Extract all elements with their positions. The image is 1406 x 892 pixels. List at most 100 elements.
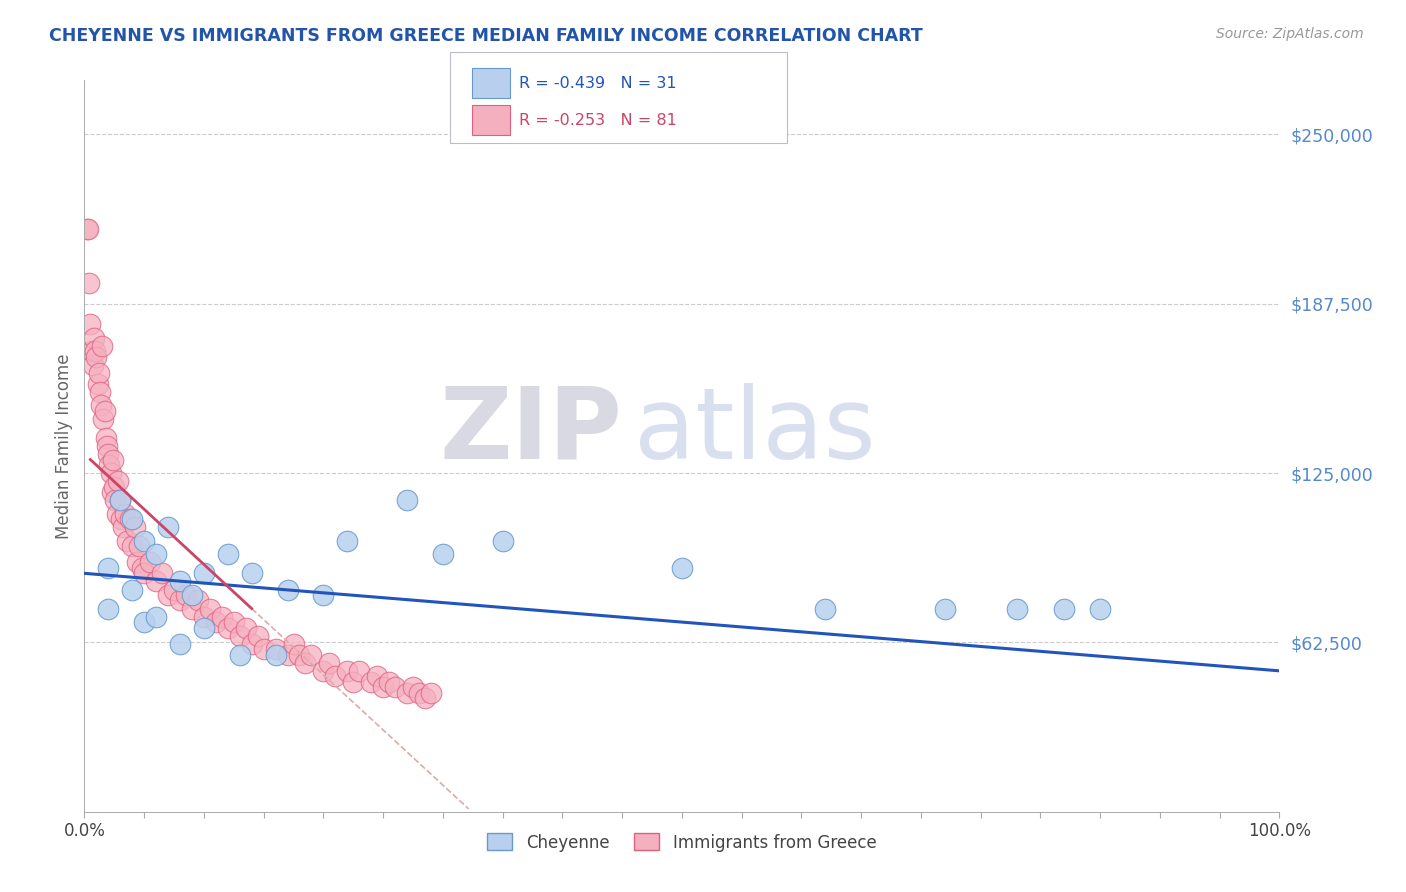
Point — [128, 539, 150, 553]
Point — [492, 533, 515, 548]
Point — [114, 507, 136, 521]
Point — [103, 480, 125, 494]
Point — [198, 601, 221, 615]
Point — [94, 431, 117, 445]
Point — [121, 539, 143, 553]
Point — [193, 566, 215, 581]
Point — [77, 222, 100, 236]
Point — [240, 637, 263, 651]
Point — [360, 674, 382, 689]
Point — [253, 642, 276, 657]
Point — [181, 588, 204, 602]
Point — [107, 474, 129, 488]
Point — [211, 609, 233, 624]
Point — [90, 398, 112, 412]
Point — [157, 588, 180, 602]
Point — [229, 629, 252, 643]
Point — [336, 533, 359, 548]
Point — [336, 664, 359, 678]
Point — [110, 512, 132, 526]
Point — [229, 648, 252, 662]
Point — [325, 669, 347, 683]
Y-axis label: Median Family Income: Median Family Income — [55, 353, 73, 539]
Point — [82, 358, 104, 372]
Point — [84, 344, 107, 359]
Point — [396, 493, 419, 508]
Point — [83, 331, 105, 345]
Point — [402, 680, 425, 694]
Point — [145, 609, 167, 624]
Point — [169, 593, 191, 607]
Point — [413, 690, 436, 705]
Point — [318, 656, 340, 670]
Point — [408, 685, 430, 699]
Point — [174, 588, 197, 602]
Point — [396, 685, 419, 699]
Point — [205, 615, 228, 629]
Point — [139, 556, 162, 570]
Point — [283, 637, 305, 651]
Point — [104, 493, 127, 508]
Point — [117, 533, 139, 548]
Point — [87, 366, 110, 380]
Point — [432, 547, 454, 561]
Point — [420, 685, 443, 699]
Point — [193, 609, 215, 624]
Point — [1090, 601, 1112, 615]
Point — [118, 512, 141, 526]
Point — [110, 493, 132, 508]
Point — [301, 648, 323, 662]
Point — [187, 593, 209, 607]
Point — [145, 574, 167, 589]
Point — [384, 680, 406, 694]
Point — [89, 384, 111, 399]
Point — [80, 344, 103, 359]
Point — [132, 566, 156, 581]
Point — [97, 447, 120, 461]
Point — [934, 601, 956, 615]
Point — [373, 680, 395, 694]
Point — [97, 601, 120, 615]
Text: Source: ZipAtlas.com: Source: ZipAtlas.com — [1216, 27, 1364, 41]
Point — [93, 412, 115, 426]
Point — [235, 620, 257, 634]
Text: R = -0.439   N = 31: R = -0.439 N = 31 — [519, 76, 676, 91]
Point — [96, 439, 118, 453]
Legend: Cheyenne, Immigrants from Greece: Cheyenne, Immigrants from Greece — [481, 827, 883, 858]
Point — [111, 520, 134, 534]
Point — [264, 642, 287, 657]
Point — [217, 620, 239, 634]
Point — [145, 547, 167, 561]
Point — [288, 648, 311, 662]
Point — [125, 556, 148, 570]
Point — [100, 466, 122, 480]
Point — [93, 404, 115, 418]
Point — [349, 664, 371, 678]
Point — [217, 547, 239, 561]
Point — [222, 615, 245, 629]
Point — [1005, 601, 1028, 615]
Point — [101, 485, 124, 500]
Point — [150, 566, 173, 581]
Point — [277, 648, 299, 662]
Point — [264, 648, 287, 662]
Point — [77, 277, 100, 291]
Point — [294, 656, 316, 670]
Point — [157, 520, 180, 534]
Text: ZIP: ZIP — [439, 383, 623, 480]
Point — [671, 561, 693, 575]
Point — [240, 566, 263, 581]
Point — [121, 512, 143, 526]
Point — [79, 317, 101, 331]
Point — [246, 629, 269, 643]
Point — [105, 507, 128, 521]
Point — [132, 533, 156, 548]
Point — [98, 458, 121, 472]
Point — [86, 376, 108, 391]
Point — [97, 561, 120, 575]
Text: atlas: atlas — [634, 383, 876, 480]
Point — [121, 582, 143, 597]
Point — [101, 452, 124, 467]
Point — [124, 520, 146, 534]
Point — [169, 637, 191, 651]
